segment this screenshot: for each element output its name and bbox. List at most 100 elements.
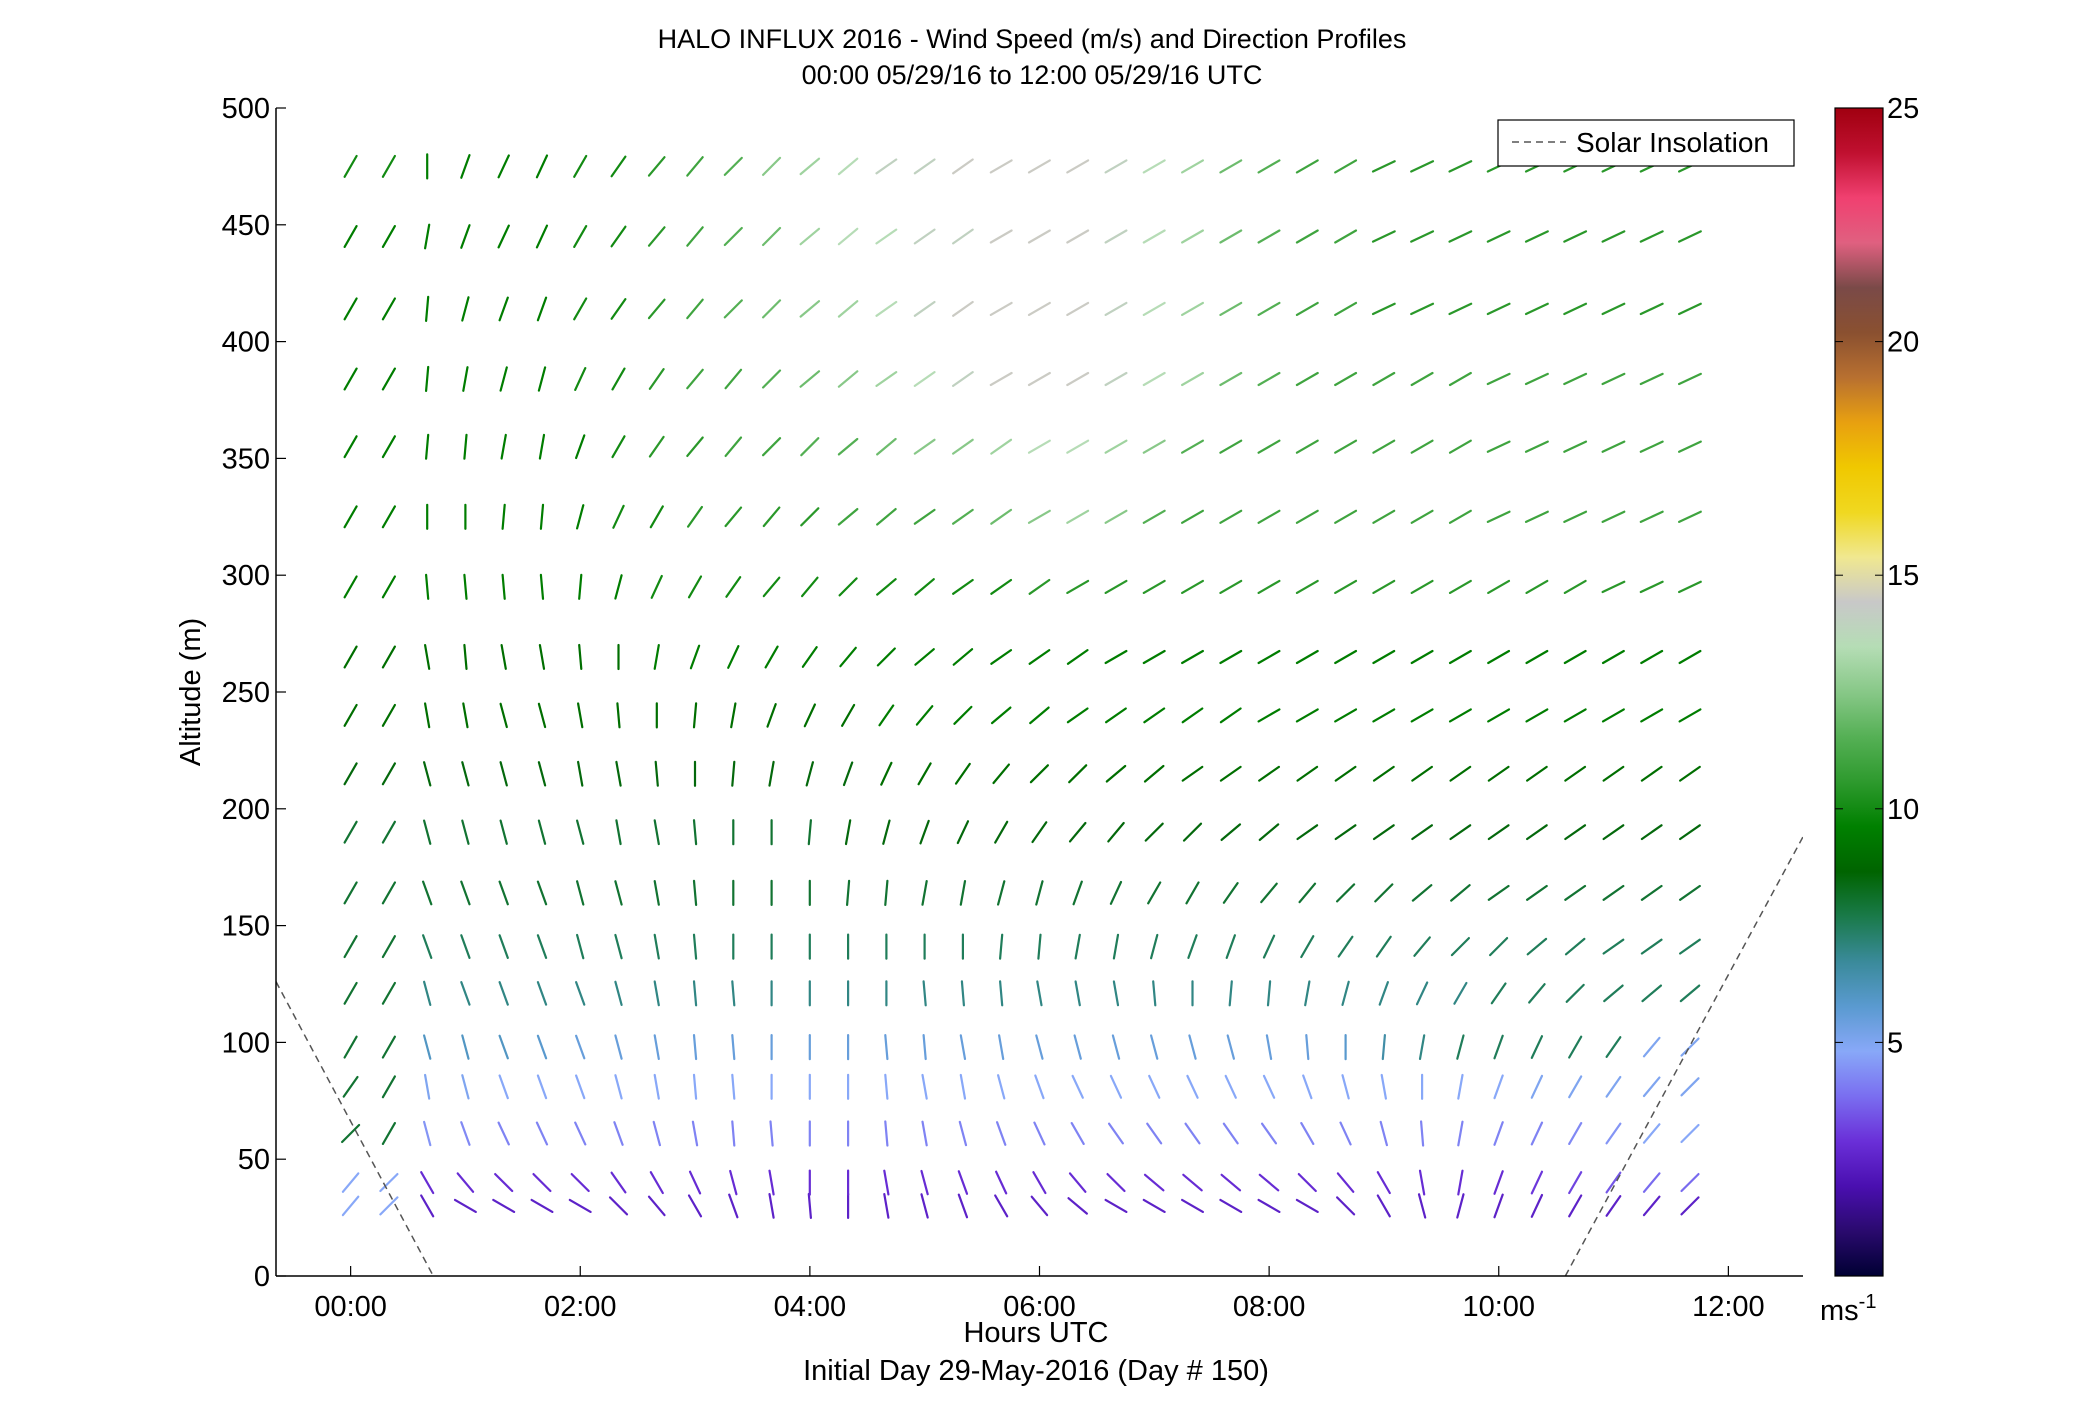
wind-barb	[723, 299, 743, 319]
wind-barb	[1146, 1122, 1163, 1145]
wind-barb	[381, 881, 396, 905]
wind-barb	[1027, 509, 1051, 524]
wind-barb	[805, 761, 815, 787]
wind-barb	[343, 154, 358, 178]
wind-barb	[1642, 1036, 1661, 1058]
wind-barb	[611, 367, 626, 391]
wind-barb	[1148, 1074, 1161, 1099]
wind-barb	[1680, 1123, 1700, 1144]
colorbar-tick-label: 10	[1887, 794, 1919, 826]
wind-barb	[956, 820, 970, 845]
wind-barb	[958, 1120, 968, 1147]
y-tick-label: 400	[222, 327, 270, 359]
wind-barb	[842, 761, 854, 787]
wind-barb	[460, 154, 471, 179]
wind-barbs	[341, 153, 1702, 1220]
wind-barb	[1296, 824, 1319, 841]
wind-barb	[799, 227, 821, 246]
wind-barb	[922, 1033, 927, 1061]
wind-barb	[1530, 1035, 1544, 1060]
wind-barb	[1525, 824, 1548, 841]
wind-barb	[951, 300, 974, 317]
wind-barb	[1222, 881, 1239, 904]
wind-barb	[882, 819, 891, 845]
wind-barb	[1641, 984, 1663, 1003]
wind-barb	[921, 879, 928, 906]
wind-barb	[1066, 648, 1089, 665]
wind-barb	[953, 705, 973, 725]
wind-barb	[921, 1120, 928, 1147]
wind-barb	[761, 226, 782, 247]
wind-barb	[610, 1171, 627, 1194]
wind-barb	[381, 981, 396, 1005]
wind-barb	[614, 1074, 623, 1100]
wind-barb	[1374, 883, 1394, 903]
wind-barb	[1493, 1034, 1504, 1060]
y-tick-label: 350	[222, 443, 270, 475]
wind-barb	[341, 1172, 360, 1193]
wind-barb	[1066, 159, 1090, 174]
wind-barb	[1411, 765, 1434, 782]
wind-barb	[1642, 1195, 1661, 1217]
wind-barb	[532, 1172, 552, 1193]
wind-barb	[686, 368, 704, 390]
wind-barb	[838, 577, 858, 597]
wind-barb	[913, 508, 936, 525]
wind-barb	[1180, 439, 1205, 454]
wind-barb	[650, 574, 663, 599]
wind-barb	[1639, 580, 1664, 594]
x-tick-label: 06:00	[1003, 1291, 1076, 1323]
wind-barb	[1372, 439, 1396, 454]
wind-barb	[341, 1123, 361, 1144]
wind-barb	[1678, 649, 1702, 665]
wind-barb	[998, 933, 1004, 960]
wind-barb	[766, 702, 777, 728]
wind-barb	[920, 1169, 929, 1196]
wind-barb	[990, 648, 1013, 665]
wind-barb	[761, 369, 782, 389]
wind-barb	[1563, 440, 1588, 453]
wind-barb	[768, 1192, 775, 1219]
wind-barb	[575, 933, 585, 960]
wind-barb	[1678, 708, 1702, 723]
wind-barb	[456, 1172, 475, 1193]
wind-barb	[530, 1198, 554, 1214]
wind-barb	[614, 1034, 623, 1060]
wind-barb	[1304, 980, 1311, 1007]
wind-barb	[536, 1034, 548, 1060]
wind-barb	[1457, 1073, 1464, 1100]
wind-barb	[463, 433, 468, 460]
wind-barb	[343, 1035, 358, 1059]
wind-barb	[498, 1034, 509, 1060]
wind-barb	[807, 819, 813, 846]
wind-barb	[1530, 1170, 1544, 1195]
wind-barb	[1030, 1195, 1049, 1217]
wind-barb	[1602, 765, 1625, 782]
wind-barb	[951, 371, 974, 387]
wind-barb	[875, 300, 898, 317]
wind-barb	[1564, 884, 1587, 901]
wind-barb	[1563, 708, 1587, 723]
colorbar-tick-label: 25	[1887, 93, 1919, 125]
wind-barb	[1180, 1198, 1205, 1214]
wind-barb	[1639, 230, 1664, 243]
wind-barb	[845, 879, 851, 907]
wind-barb	[1524, 230, 1549, 243]
wind-barb	[1677, 580, 1702, 594]
wind-barb	[423, 819, 432, 845]
wind-barb	[1074, 933, 1081, 960]
wind-barb	[1642, 1076, 1661, 1098]
x-tick-label: 12:00	[1692, 1291, 1765, 1323]
wind-barb	[500, 433, 507, 460]
wind-barb	[1605, 1075, 1622, 1098]
wind-barb	[1380, 1073, 1388, 1100]
wind-barb	[536, 1074, 548, 1100]
wind-barb	[990, 706, 1012, 725]
wind-barb	[1142, 579, 1166, 595]
wind-barb	[1300, 1121, 1315, 1146]
wind-barb	[610, 155, 627, 178]
wind-barb	[915, 705, 934, 726]
wind-barb	[381, 645, 396, 669]
wind-barb	[1372, 824, 1395, 841]
wind-barb	[1219, 371, 1243, 387]
